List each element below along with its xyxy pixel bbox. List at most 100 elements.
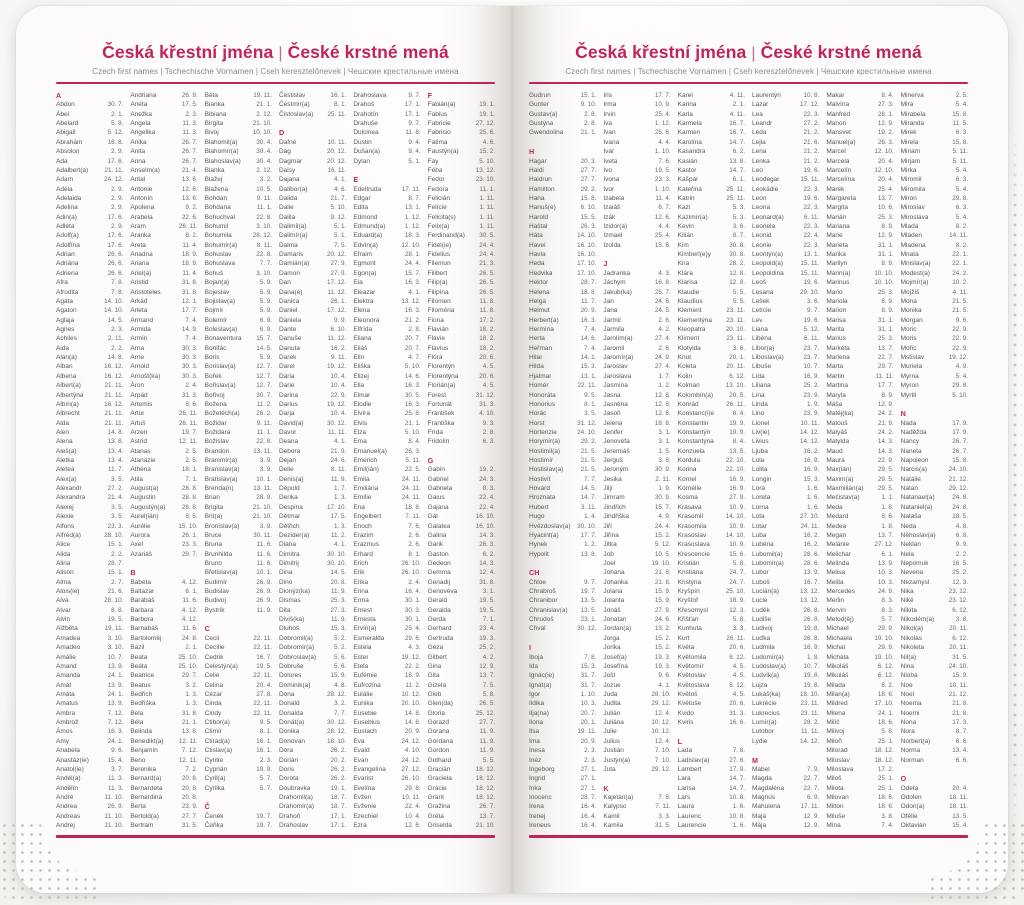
nameday-date: 9. 7. (408, 92, 421, 99)
name-entry: Hostimír 21. 5. (529, 456, 596, 465)
name-label: Božislav (204, 438, 229, 446)
name-label: Myron (900, 382, 919, 390)
nameday-date: 7. 11. (405, 513, 421, 521)
name-label: Drahomír(a) (278, 803, 315, 811)
name-column: Karel 4. 11. Karina 2. 1. Karla 4. 11. Karmela… (678, 91, 745, 832)
name-entry: Natálie 21. 12. (901, 475, 968, 484)
nameday-date: 8. 4. (408, 438, 421, 446)
name-label: Melichar (826, 550, 851, 558)
name-label: Leonela (751, 223, 776, 231)
name-entry: Anatol(ie) 3. 7. (56, 765, 123, 774)
name-label: Jarmila (603, 325, 625, 333)
section-letter: B (130, 568, 136, 578)
name-label: Gleb (427, 691, 442, 698)
nameday-date: 28. 8. (181, 494, 198, 502)
nameday-date: 11. 8. (479, 297, 495, 305)
name-label: Andrej (56, 822, 75, 830)
nameday-date: 20. 6. (729, 644, 745, 652)
nameday-date: 1. 12. (404, 223, 421, 231)
name-entry: Lída 16. 9. (752, 372, 819, 381)
name-label: Ludoslav(a) (751, 662, 786, 670)
nameday-date: 3. 8. (955, 616, 968, 624)
nameday-date: 2. 8. (584, 120, 597, 128)
name-label: Azariáš (130, 550, 153, 558)
name-entry: Karina 2. 1. (678, 100, 745, 109)
name-label: Homér (529, 382, 549, 390)
nameday-date: 12. 7. (256, 382, 272, 390)
nameday-date: 11. 9. (331, 588, 347, 596)
nameday-date: 19. 3. (654, 662, 671, 670)
nameday-date: 31. 1. (877, 325, 894, 333)
name-label: Donovan (278, 737, 306, 745)
nameday-date: 17. 7. (654, 92, 671, 99)
nameday-date: 3. 2. (334, 700, 347, 708)
name-label: Eliška (353, 363, 371, 371)
name-label: Alfréd(a) (56, 531, 81, 539)
name-entry: Hvězdoslav(a) 30. 10. (529, 522, 596, 531)
nameday-date: 4. 5. (732, 691, 745, 698)
nameday-date: 5. 10. (479, 157, 495, 165)
nameday-date: 6. 6. (955, 756, 968, 764)
nameday-date: 20. 10. (725, 325, 745, 333)
name-entry: Božidar 9. 11. (205, 419, 272, 428)
name-label: Emil(ián) (353, 466, 379, 474)
section-letter: K (603, 783, 609, 793)
name-label: Ivan (603, 129, 616, 137)
nameday-date: 2. 9. (111, 223, 124, 231)
nameday-date: 24. 1. (107, 672, 124, 680)
name-label: Amát (56, 681, 72, 689)
name-label: Izidor(a) (603, 223, 628, 231)
nameday-date: 20. 11. (949, 625, 968, 633)
name-label: Jan (603, 297, 614, 305)
name-label: Larisa (677, 784, 696, 792)
name-entry: Květa 20. 6. (678, 643, 745, 652)
name-entry: Izaiáš 6. 7. (603, 203, 670, 212)
name-entry: Jozue 4. 1. (603, 681, 670, 690)
nameday-date: 1. 11. (479, 223, 495, 231)
name-label: Jana (603, 307, 618, 315)
nameday-date: 26. 5. (479, 700, 495, 708)
nameday-date: 16. 6. (729, 719, 745, 727)
name-label: Dalibor(a) (278, 185, 308, 193)
name-label: Eliáš (353, 344, 368, 352)
nameday-date: 4. 11. (729, 110, 745, 118)
name-label: Nada (900, 419, 917, 427)
name-label: Běta (204, 92, 219, 99)
name-entry: Erma 30. 1. (353, 596, 420, 605)
name-entry: Marinus 10. 10. (826, 278, 893, 287)
name-entry: Ima 20. 9. (529, 737, 596, 746)
name-entry: Kajetán(a) 7. 8. (603, 793, 670, 802)
nameday-date: 7. 9. (807, 765, 820, 773)
nameday-date: 21. 8. (654, 569, 671, 577)
nameday-date: 30. 9. (654, 494, 671, 502)
nameday-date: 11. 4. (182, 269, 198, 277)
nameday-date: 26. 3. (580, 223, 597, 231)
nameday-date: 18. 12. (475, 784, 495, 792)
name-entry: Celestýn(a) 19. 5. (205, 662, 272, 671)
name-entry: Ctibor(a) 9. 5. (205, 718, 272, 727)
name-label: Květoslav (677, 672, 706, 680)
title-czech: Česká křestní jména (102, 42, 274, 62)
name-label: Longin (751, 475, 772, 483)
name-label: Efraim (353, 251, 373, 259)
name-entry: Bohdana 11. 1. (205, 203, 272, 212)
name-label: Erina (353, 588, 369, 596)
name-label: Herta (529, 335, 545, 343)
name-label: Dorián (278, 756, 299, 764)
nameday-date: 6. 7. (658, 204, 671, 212)
name-entry: Fedora 11. 1. (428, 185, 495, 194)
name-label: Derika (278, 494, 298, 502)
name-label: Filip(a) (427, 279, 448, 287)
nameday-date: 21. 11. (104, 419, 124, 427)
nameday-date: 18. 12. (874, 747, 894, 755)
name-label: Bohuslava (204, 260, 236, 268)
nameday-date: 22. 7. (877, 354, 894, 362)
nameday-date: 27. 9. (729, 494, 745, 502)
name-entry: Ariel(a) 11. 4. (130, 269, 197, 278)
name-entry: Karmen 16. 7. (678, 128, 745, 137)
name-entry: Alois(ie) 21. 6. (56, 587, 123, 596)
name-entry: Bolemír 6. 9. (205, 316, 272, 325)
name-label: Amand (56, 662, 77, 670)
nameday-date: 15. 8. (580, 194, 597, 202)
name-entry: Hjalmar 13. 1. (529, 372, 596, 381)
